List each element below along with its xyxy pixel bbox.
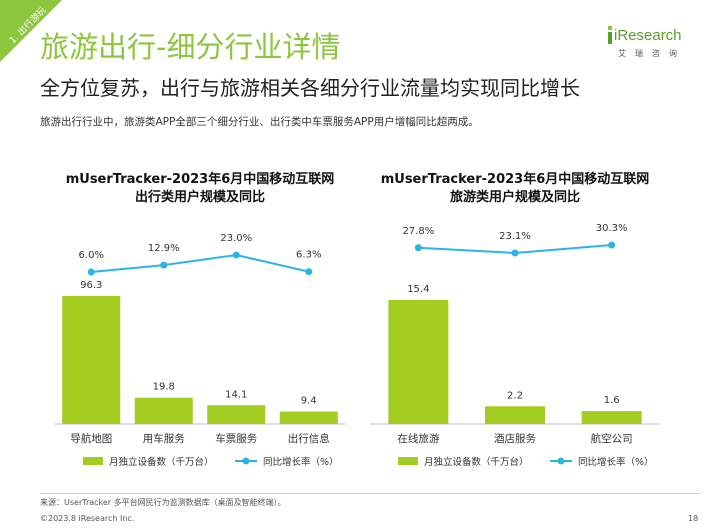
section-corner-tag: 1. 出行游玩 (0, 0, 62, 62)
legend-bar-label: 月独立设备数（千万台） (109, 456, 214, 468)
bar (279, 411, 338, 424)
x-tick-label: 在线旅游 (397, 432, 439, 445)
legend-bar-swatch (83, 457, 103, 465)
legend-bar-swatch (398, 457, 418, 465)
page-subtitle: 全方位复苏，出行与旅游相关各细分行业流量均实现同比增长 (40, 76, 580, 100)
bar (62, 296, 121, 424)
footer-divider (40, 493, 700, 494)
bar (581, 411, 642, 424)
logo-word: iResearch (614, 27, 682, 44)
growth-rate-point (511, 249, 519, 257)
bar-value-label: 15.4 (407, 284, 429, 295)
growth-rate-label: 23.0% (220, 233, 252, 244)
bar-value-label: 19.8 (153, 382, 175, 393)
legend-line-marker (242, 457, 250, 465)
iresearch-logo: iResearch 艾瑞咨询 (608, 24, 698, 60)
bar (388, 300, 449, 424)
footer-source: 来源：UserTracker 多平台网民行为监测数据库（桌面及智能终端）。 (40, 498, 286, 507)
growth-rate-label: 6.3% (296, 250, 321, 261)
growth-rate-label: 30.3% (596, 223, 628, 234)
legend-line-marker (557, 457, 565, 465)
bar-value-label: 14.1 (225, 389, 247, 400)
chart-1-title: mUserTracker-2023年6月中国移动互联网 出行类用户规模及同比 (65, 172, 335, 205)
bar-value-label: 9.4 (301, 396, 317, 407)
x-tick-label: 航空公司 (591, 432, 633, 445)
bar-value-label: 96.3 (80, 280, 102, 291)
growth-rate-label: 23.1% (499, 231, 531, 242)
bar (485, 406, 545, 424)
chart-2-title: mUserTracker-2023年6月中国移动互联网 旅游类用户规模及同比 (380, 172, 650, 205)
growth-rate-point (608, 241, 616, 249)
logo-mark-icon (608, 26, 615, 46)
growth-rate-label: 12.9% (148, 243, 180, 254)
growth-rate-line (91, 253, 309, 273)
growth-rate-point (160, 261, 168, 269)
legend-line-label: 同比增长率（%） (263, 456, 339, 468)
x-tick-label: 酒店服务 (494, 432, 536, 445)
page-title: 旅游出行-细分行业详情 (40, 30, 341, 64)
intro-text: 旅游出行行业中，旅游类APP全部三个细分行业、出行类中车票服务APP用户增幅同比… (40, 116, 479, 128)
bar (207, 405, 266, 424)
legend-bar-label: 月独立设备数（千万台） (424, 456, 529, 468)
bar (134, 397, 193, 424)
x-tick-label: 出行信息 (288, 432, 330, 445)
bar-value-label: 1.6 (604, 395, 620, 406)
growth-rate-label: 27.8% (402, 226, 434, 237)
growth-rate-point (414, 244, 422, 252)
growth-rate-point (87, 268, 95, 276)
logo-subtitle: 艾瑞咨询 (618, 49, 686, 58)
x-tick-label: 用车服务 (143, 432, 185, 445)
bar-value-label: 2.2 (507, 390, 523, 401)
page-number: 18 (688, 514, 699, 523)
growth-rate-point (232, 251, 240, 259)
footer-copyright: ©2023.8 iResearch Inc. (40, 514, 135, 523)
x-tick-label: 导航地图 (70, 432, 112, 445)
growth-rate-label: 6.0% (79, 250, 104, 261)
legend-line-label: 同比增长率（%） (578, 456, 654, 468)
x-tick-label: 车票服务 (215, 432, 257, 445)
growth-rate-point (305, 268, 313, 276)
